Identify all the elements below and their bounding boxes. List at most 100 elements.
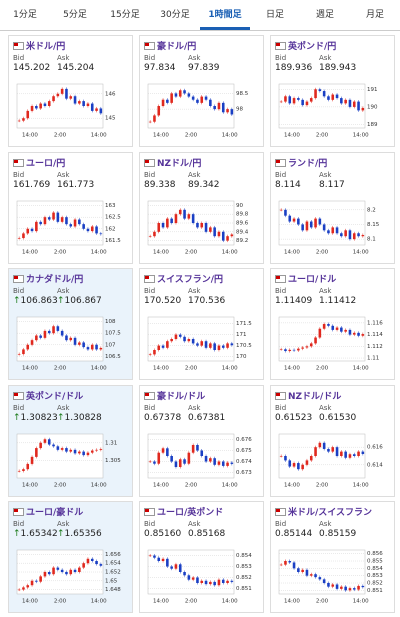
rate-card[interactable]: ユーロ/豪ドル Bid Ask ↑1.65342 ↑1.65356 1.648 1.65 1.… [8,501,133,613]
rate-card[interactable]: NZドル/ドル Bid Ask 0.61523 0.61530 0.614 0.616 14:… [270,384,395,497]
x-tick-label: 2:00 [316,133,329,139]
tab[interactable]: 月足 [365,10,384,20]
rate-card[interactable]: ランド/円 Bid Ask 8.114 8.117 8.1 8.15 8.2 14:00 2:00… [270,151,395,264]
rate-card[interactable]: 米ドル/スイスフラン Bid Ask 0.85144 0.85159 0.851 0.852… [270,501,395,613]
candle [69,569,73,575]
candle [344,451,347,458]
rate-card[interactable]: 豪ドル/円 Bid Ask 97.834 97.839 98 98.5 14:00 2:00 14… [139,35,264,147]
rate-card[interactable]: カナダドル/円 Bid Ask ↑106.863 ↑106.867 106.5 107 107… [8,268,133,380]
bid-label: Bid [275,520,287,528]
pair-name: 英ポンド/ドル [26,391,84,402]
bid: 161.769 [13,179,51,190]
candle [357,232,360,236]
tab[interactable]: 週足 [315,10,334,20]
flag [13,275,24,283]
candle [65,447,68,452]
y-tick-label: 1.31 [105,440,117,446]
ask-label: Ask [57,287,70,295]
ask: 1.11412 [319,296,357,306]
candle [26,228,30,233]
flag [275,508,286,516]
candle [217,345,221,350]
ask-label: Ask [319,520,332,528]
rate-card[interactable]: ユーロ/ドル Bid Ask 1.11409 1.11412 1.11 1.112 1.114… [270,268,395,380]
flag-mark [14,392,18,396]
plot-frame [278,200,366,245]
candle [153,461,156,464]
candle [82,223,85,229]
candle [361,107,365,111]
rate-card[interactable]: 豪ドル/ドル Bid Ask 0.67378 0.67381 0.673 0.674 0.67… [139,384,264,497]
candle [209,343,212,348]
mini-chart: 1.648 1.65 1.652 1.654 1.656 14:00 2:00 14:00 [16,549,121,605]
candle [305,569,309,576]
candle [26,585,30,588]
candle [327,324,330,326]
x-tick-label: 2:00 [54,482,67,488]
flag [13,508,24,516]
rate-card[interactable]: ユーロ/円 Bid Ask 161.769 161.773 161.5 162 162.5 16… [8,151,133,264]
rate-card[interactable]: NZドル/円 Bid Ask 89.338 89.342 89.2 89.4 89.6 89.8… [139,151,264,264]
bid: 8.114 [275,179,301,190]
candle [357,332,360,336]
candle [166,99,169,103]
candle [30,106,34,111]
candle [314,337,317,344]
candle [301,569,304,572]
candle [318,577,322,580]
tab[interactable]: 日足 [265,10,284,20]
bid-label: Bid [144,520,156,528]
rate-card[interactable]: 米ドル/円 Bid Ask 145.202 145.204 145 146 14:00 2:00… [8,35,133,147]
candle [204,96,208,100]
mini-chart: 106.5 107 107.5 108 14:00 2:00 14:00 [16,316,121,372]
candle [56,567,60,570]
candle [292,218,296,222]
ask-label: Ask [188,287,201,295]
y-tick-label: 145 [105,116,116,122]
ask-value: 1.11412 [319,296,356,306]
flag [13,391,24,400]
candle [99,347,103,350]
tab[interactable]: 1分足 [13,10,37,20]
tab[interactable]: 30分足 [160,10,190,20]
candle [309,455,313,460]
candle [73,449,77,453]
candle [288,349,292,352]
candle [39,103,42,109]
y-tick-label: 0.851 [367,588,383,594]
x-tick-label: 2:00 [316,599,329,605]
tab[interactable]: 15分足 [110,10,140,20]
ask: 161.773 [57,179,95,190]
tab[interactable]: 1時間足 [200,0,250,30]
ask-value: ↑106.867 [57,296,102,306]
ask: 145.204 [57,63,95,73]
bid-label: Bid [13,170,25,179]
candle [56,93,60,97]
plot-frame [147,433,235,478]
candle [90,225,94,231]
bid-value: ↑106.863 [13,296,58,306]
rate-card[interactable]: スイスフラン/円 Bid Ask 170.520 170.536 170 170.5 171 1… [139,268,264,380]
rate-card[interactable]: 英ポンド/ドル Bid Ask ↑1.30823 ↑1.30828 1.305 1.31 14… [8,384,133,497]
trend-arrow: ↑ [13,529,21,539]
x-tick-label: 2:00 [185,599,198,605]
y-tick-label: 106.5 [105,354,121,360]
pair-name: 米ドル/円 [26,42,66,52]
candle [279,455,283,457]
rate-card[interactable]: 英ポンド/円 Bid Ask 189.936 189.943 189 190 191 14:00… [270,35,395,147]
x-tick-label: 2:00 [54,133,67,139]
ask-value: 89.342 [188,180,220,190]
candle [200,222,204,227]
bid-value: 8.114 [275,180,301,190]
candle [230,462,234,464]
rate-card[interactable]: ユーロ/英ポンド Bid Ask 0.85160 0.85168 0.851 0.852 0.… [139,501,264,613]
candle [226,109,229,113]
ask-value: ↑1.65356 [57,529,102,539]
tab[interactable]: 5分足 [63,10,87,20]
candle [148,235,152,237]
candle [200,96,204,103]
ask-label: Ask [319,403,332,412]
candle [35,580,38,582]
y-tick-label: 98 [236,107,243,113]
candle [166,218,169,227]
